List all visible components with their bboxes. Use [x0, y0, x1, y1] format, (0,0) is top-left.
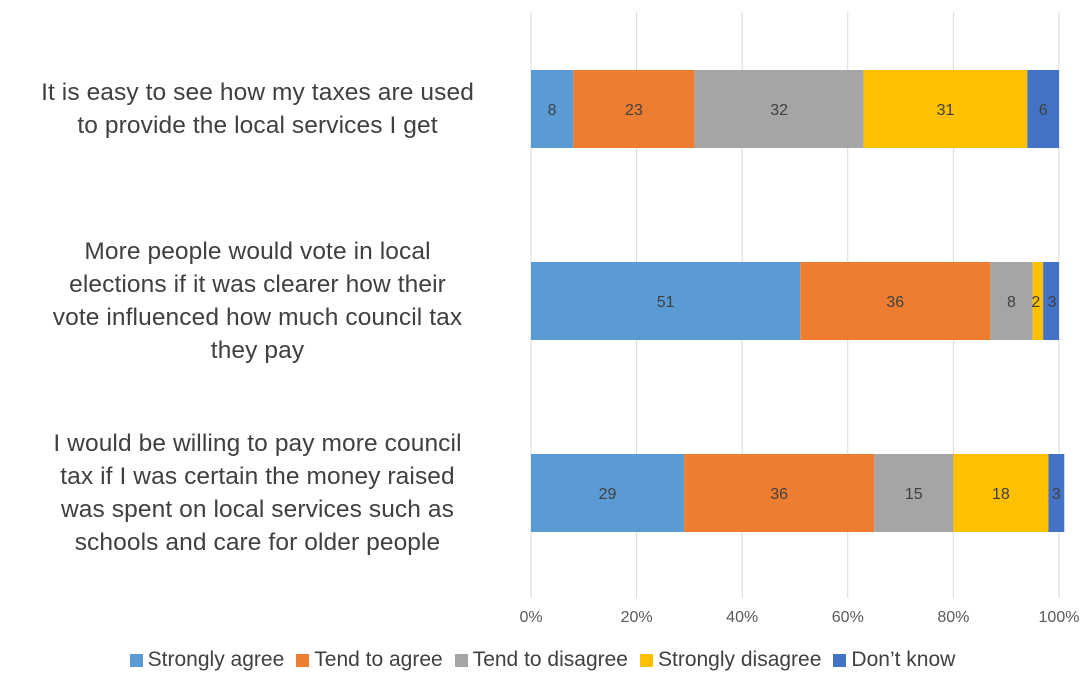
bar-segment [1032, 262, 1044, 340]
legend-label: Don’t know [851, 648, 956, 671]
legend-item: Tend to agree [296, 648, 443, 672]
bar-segment [573, 70, 695, 148]
category-label-line: elections if it was clearer how their [69, 271, 446, 298]
category-label-line: schools and care for older people [74, 529, 441, 556]
data-label: 51 [657, 294, 675, 311]
data-label: 32 [770, 102, 788, 119]
legend-label: Strongly disagree [657, 648, 822, 671]
legend-label: Tend to agree [314, 648, 443, 671]
bar-segment [531, 262, 801, 340]
legend-swatch [296, 653, 310, 667]
bar-segment [1027, 70, 1059, 148]
bar-segment [863, 70, 1028, 148]
x-axis-ticks: 0% 20% 40% 60% 80% 100% [519, 609, 1079, 626]
bar-segment [990, 262, 1033, 340]
legend-item: Strongly agree [129, 648, 285, 672]
data-label: 3 [1052, 486, 1061, 503]
category-label-line: More people would vote in local [84, 238, 431, 265]
bars [531, 70, 1065, 532]
bar-segment [1048, 454, 1065, 532]
category-label-line: vote influenced how much council tax [52, 304, 463, 331]
data-label: 31 [937, 102, 955, 119]
x-tick-label: 80% [937, 609, 969, 626]
data-label: 15 [905, 486, 923, 503]
data-labels: 8 23 32 31 651 36 8 2 329 36 15 18 3 [548, 102, 1061, 503]
bar-segment [800, 262, 991, 340]
legend-label: Strongly agree [147, 648, 285, 671]
category-label: I would be willing to pay more council ta… [0, 427, 515, 559]
data-label: 36 [886, 294, 904, 311]
data-label: 36 [770, 486, 788, 503]
x-tick-label: 40% [726, 609, 758, 626]
bar-segment [531, 70, 574, 148]
x-tick-label: 0% [519, 609, 542, 626]
bar-segment [531, 454, 685, 532]
category-label-line: tax if I was certain the money raised [60, 463, 455, 490]
data-label: 8 [1007, 294, 1016, 311]
legend-swatch [639, 653, 653, 667]
legend-item: Don’t know [833, 648, 955, 672]
bar-segment [684, 454, 875, 532]
data-label: 3 [1048, 294, 1057, 311]
category-label: It is easy to see how my taxes are used t… [0, 76, 515, 142]
legend-swatch [129, 653, 143, 667]
x-tick-label: 60% [832, 609, 864, 626]
data-label: 23 [625, 102, 643, 119]
data-label: 2 [1031, 294, 1040, 311]
legend-swatch [833, 653, 847, 667]
data-label: 18 [992, 486, 1010, 503]
category-label-line: It is easy to see how my taxes are used [41, 79, 474, 106]
category-label-line: to provide the local services I get [77, 112, 438, 139]
bar-segment [694, 70, 864, 148]
data-label: 29 [599, 486, 617, 503]
category-label-line: was spent on local services such as [61, 496, 454, 523]
bar-segment [874, 454, 954, 532]
data-label: 8 [548, 102, 557, 119]
category-label-line: they pay [210, 337, 305, 364]
data-label: 6 [1039, 102, 1048, 119]
x-tick-label: 20% [621, 609, 653, 626]
legend-item: Tend to disagree [454, 648, 628, 672]
legend-label: Tend to disagree [472, 648, 628, 671]
bar-segment [953, 454, 1049, 532]
category-label: More people would vote in local elections… [0, 235, 515, 367]
legend: Strongly agree Tend to agree Tend to disag… [0, 648, 1085, 672]
category-label-line: I would be willing to pay more council [53, 430, 462, 457]
x-tick-label: 100% [1039, 609, 1080, 626]
bar-segment [1043, 262, 1059, 340]
legend-item: Strongly disagree [639, 648, 822, 672]
legend-swatch [454, 653, 468, 667]
